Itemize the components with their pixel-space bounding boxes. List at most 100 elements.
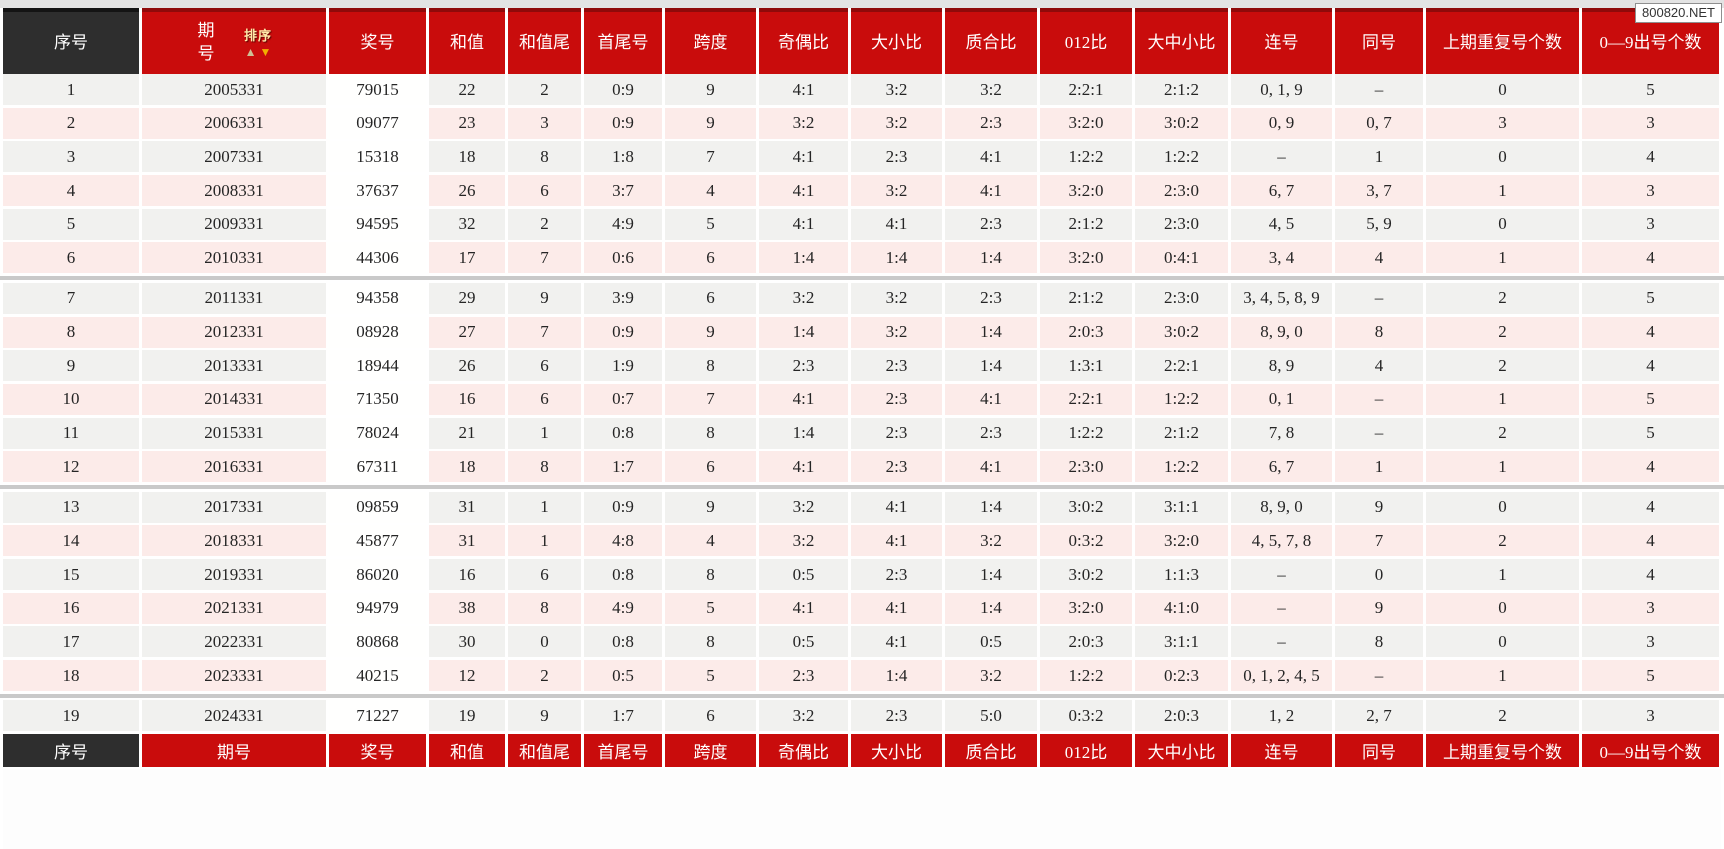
cell-prev-repeat: 2 bbox=[1426, 350, 1579, 382]
cell-same-number: 7 bbox=[1335, 525, 1423, 557]
sort-descending-icon[interactable]: ▼ bbox=[259, 44, 272, 59]
cell-first-last: 4:9 bbox=[584, 208, 662, 240]
cell-prev-repeat: 1 bbox=[1426, 451, 1579, 483]
cell-prev-repeat: 1 bbox=[1426, 242, 1579, 274]
cell-same-number: 0, 7 bbox=[1335, 107, 1423, 139]
cell-period: 2013331 bbox=[142, 350, 326, 382]
cell-sum: 32 bbox=[429, 208, 505, 240]
cell-big-mid-small: 2:3:0 bbox=[1135, 175, 1228, 207]
cell-sum-tail: 2 bbox=[508, 74, 581, 105]
cell-span: 7 bbox=[665, 141, 756, 173]
cell-period: 2011331 bbox=[142, 282, 326, 314]
group-separator bbox=[0, 276, 1724, 281]
cell-first-last: 0:9 bbox=[584, 107, 662, 139]
footer-column-header-prize-number: 奖号 bbox=[329, 734, 426, 768]
cell-sum: 26 bbox=[429, 175, 505, 207]
cell-prime-composite: 2:3 bbox=[945, 208, 1037, 240]
cell-seq: 18 bbox=[3, 660, 139, 692]
cell-big-mid-small: 1:1:3 bbox=[1135, 559, 1228, 590]
column-header-prime-composite: 质合比 bbox=[945, 8, 1037, 74]
footer-column-header-big-small: 大小比 bbox=[851, 734, 942, 768]
cell-first-last: 0:5 bbox=[584, 660, 662, 692]
column-header-prize-number: 奖号 bbox=[329, 8, 426, 74]
cell-big-small: 4:1 bbox=[851, 592, 942, 624]
sort-label: 排序 bbox=[243, 28, 272, 44]
cell-prime-composite: 1:4 bbox=[945, 592, 1037, 624]
cell-big-mid-small: 2:3:0 bbox=[1135, 208, 1228, 240]
cell-consecutive: – bbox=[1231, 626, 1332, 658]
cell-prev-repeat: 3 bbox=[1426, 107, 1579, 139]
sort-ascending-icon[interactable]: ▲ bbox=[244, 44, 257, 59]
cell-sum-tail: 9 bbox=[508, 700, 581, 732]
cell-first-last: 0:8 bbox=[584, 626, 662, 658]
cell-ratio-012: 2:2:1 bbox=[1040, 74, 1132, 105]
cell-seq: 6 bbox=[3, 242, 139, 274]
cell-span: 5 bbox=[665, 660, 756, 692]
cell-sum: 31 bbox=[429, 525, 505, 557]
cell-sum: 22 bbox=[429, 74, 505, 105]
cell-ratio-012: 2:1:2 bbox=[1040, 208, 1132, 240]
cell-odd-even: 3:2 bbox=[759, 107, 848, 139]
cell-prize-number: 71227 bbox=[329, 700, 426, 732]
table-body: 1 2005331 79015 22 2 0:9 9 4:1 3:2 3:2 2:2:1 2:1:2 0… bbox=[0, 74, 1724, 732]
cell-consecutive: 0, 9 bbox=[1231, 107, 1332, 139]
cell-digit-count: 3 bbox=[1582, 208, 1719, 240]
cell-prime-composite: 3:2 bbox=[945, 74, 1037, 105]
cell-prime-composite: 1:4 bbox=[945, 350, 1037, 382]
cell-sum: 18 bbox=[429, 141, 505, 173]
cell-prime-composite: 3:2 bbox=[945, 525, 1037, 557]
cell-prize-number: 09859 bbox=[329, 491, 426, 523]
cell-big-mid-small: 1:2:2 bbox=[1135, 383, 1228, 415]
cell-same-number: 8 bbox=[1335, 316, 1423, 348]
cell-big-small: 4:1 bbox=[851, 491, 942, 523]
cell-first-last: 0:8 bbox=[584, 417, 662, 449]
cell-big-small: 3:2 bbox=[851, 282, 942, 314]
column-header-consecutive: 连号 bbox=[1231, 8, 1332, 74]
cell-period: 2009331 bbox=[142, 208, 326, 240]
cell-digit-count: 5 bbox=[1582, 660, 1719, 692]
cell-seq: 9 bbox=[3, 350, 139, 382]
column-header-big-mid-small: 大中小比 bbox=[1135, 8, 1228, 74]
cell-consecutive: – bbox=[1231, 592, 1332, 624]
cell-period: 2015331 bbox=[142, 417, 326, 449]
cell-prime-composite: 1:4 bbox=[945, 316, 1037, 348]
cell-same-number: – bbox=[1335, 660, 1423, 692]
cell-ratio-012: 2:2:1 bbox=[1040, 383, 1132, 415]
cell-prime-composite: 1:4 bbox=[945, 491, 1037, 523]
cell-same-number: 9 bbox=[1335, 491, 1423, 523]
table-row: 17 2022331 80868 30 0 0:8 8 0:5 4:1 0:5 2:0:3 3:1:1… bbox=[3, 626, 1721, 658]
cell-span: 5 bbox=[665, 592, 756, 624]
table-row: 15 2019331 86020 16 6 0:8 8 0:5 2:3 1:4 3:0:2 1:1:3… bbox=[3, 559, 1721, 590]
cell-consecutive: 0, 1 bbox=[1231, 383, 1332, 415]
cell-first-last: 4:8 bbox=[584, 525, 662, 557]
cell-odd-even: 3:2 bbox=[759, 525, 848, 557]
cell-same-number: 0 bbox=[1335, 559, 1423, 590]
cell-sum: 26 bbox=[429, 350, 505, 382]
cell-prev-repeat: 2 bbox=[1426, 525, 1579, 557]
cell-seq: 10 bbox=[3, 383, 139, 415]
sort-control[interactable]: 排序 ▲ ▼ bbox=[244, 28, 272, 58]
cell-sum: 23 bbox=[429, 107, 505, 139]
cell-ratio-012: 1:2:2 bbox=[1040, 660, 1132, 692]
cell-consecutive: 4, 5 bbox=[1231, 208, 1332, 240]
cell-big-mid-small: 3:0:2 bbox=[1135, 107, 1228, 139]
cell-prize-number: 79015 bbox=[329, 74, 426, 105]
cell-prime-composite: 0:5 bbox=[945, 626, 1037, 658]
cell-ratio-012: 1:2:2 bbox=[1040, 141, 1132, 173]
cell-prize-number: 18944 bbox=[329, 350, 426, 382]
cell-digit-count: 3 bbox=[1582, 592, 1719, 624]
cell-prev-repeat: 0 bbox=[1426, 626, 1579, 658]
cell-sum-tail: 9 bbox=[508, 282, 581, 314]
cell-odd-even: 0:5 bbox=[759, 626, 848, 658]
cell-sum-tail: 8 bbox=[508, 592, 581, 624]
cell-period: 2022331 bbox=[142, 626, 326, 658]
cell-odd-even: 4:1 bbox=[759, 208, 848, 240]
cell-odd-even: 1:4 bbox=[759, 242, 848, 274]
cell-odd-even: 1:4 bbox=[759, 316, 848, 348]
cell-odd-even: 4:1 bbox=[759, 175, 848, 207]
cell-digit-count: 4 bbox=[1582, 141, 1719, 173]
cell-digit-count: 3 bbox=[1582, 107, 1719, 139]
cell-prev-repeat: 2 bbox=[1426, 282, 1579, 314]
cell-same-number: 3, 7 bbox=[1335, 175, 1423, 207]
cell-period: 2018331 bbox=[142, 525, 326, 557]
